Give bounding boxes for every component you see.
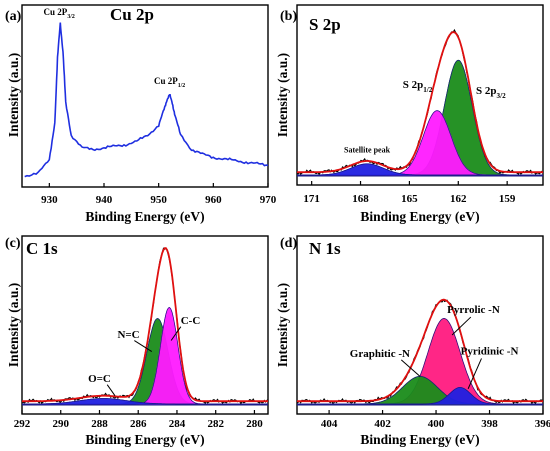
x-tick-label: 286 <box>130 418 147 430</box>
plot-frame <box>296 235 544 415</box>
annotation-arrow <box>467 358 482 390</box>
peak-annotation: C-C <box>181 315 201 327</box>
x-tick-label: 402 <box>374 418 391 430</box>
x-tick-label: 940 <box>96 194 113 206</box>
peak-annotation: S 2p3/2 <box>476 85 506 100</box>
envelope-fit-line <box>297 31 543 174</box>
annotation-arrow <box>134 340 153 352</box>
peak-annotation: S 2p1/2 <box>403 79 433 94</box>
panel-label: (d) <box>280 236 297 251</box>
peak-annotation: Cu 2P3/2 <box>44 7 75 20</box>
peak-annotation: Pyrrolic -N <box>447 304 500 316</box>
y-axis-label: Intensity (a.u.) <box>275 53 290 137</box>
y-axis-label: Intensity (a.u.) <box>6 53 21 137</box>
panel-title: Cu 2p <box>110 5 154 24</box>
panel-title: S 2p <box>309 15 341 34</box>
y-axis-label: Intensity (a.u.) <box>6 283 21 367</box>
x-tick-label: 280 <box>246 418 263 430</box>
x-tick-label: 404 <box>321 418 338 430</box>
cu2p-spectrum-line <box>24 22 269 178</box>
x-tick-label: 171 <box>303 193 320 205</box>
x-tick-label: 396 <box>535 418 550 430</box>
x-tick-label: 970 <box>260 194 277 206</box>
envelope-fit-line <box>297 298 543 403</box>
x-axis-label: Binding Energy (eV) <box>360 432 479 447</box>
x-tick-label: 292 <box>14 418 31 430</box>
annotation-arrow <box>170 326 182 341</box>
panel-label: (a) <box>5 9 22 24</box>
y-axis-label: Intensity (a.u.) <box>275 283 290 367</box>
annotation-arrow <box>451 316 472 336</box>
x-tick-label: 398 <box>481 418 498 430</box>
x-tick-label: 284 <box>169 418 186 430</box>
x-tick-label: 400 <box>428 418 445 430</box>
fit-component-outline-3 <box>297 163 543 176</box>
x-tick-label: 288 <box>91 418 108 430</box>
plot-frame <box>21 235 269 415</box>
fit-component-outline-3 <box>297 387 543 405</box>
panel-title: C 1s <box>26 239 58 258</box>
x-tick-label: 930 <box>41 194 58 206</box>
panel-3: 292 290 288 286 284 282 280 Binding Energy (eV)… <box>5 235 269 447</box>
peak-annotation: O=C <box>88 373 111 385</box>
x-tick-label: 168 <box>352 193 369 205</box>
peak-annotation: Cu 2P1/2 <box>154 76 185 89</box>
x-tick-label: 159 <box>499 193 516 205</box>
envelope-fit-line <box>22 247 268 403</box>
peak-annotation: Pyridinic -N <box>461 345 519 357</box>
x-tick-label: 165 <box>401 193 418 205</box>
annotation-arrow <box>106 384 116 397</box>
fit-component-outline-3 <box>22 398 268 405</box>
peak-annotation: Satellite peak <box>344 146 391 155</box>
x-tick-label: 290 <box>52 418 69 430</box>
x-axis-label: Binding Energy (eV) <box>85 432 204 447</box>
panel-4: 404 402 400 398 396 Binding Energy (eV) Intens… <box>275 235 550 447</box>
plot-frame <box>296 4 544 186</box>
x-axis-label: Binding Energy (eV) <box>360 209 479 224</box>
peak-annotation: Graphitic -N <box>350 348 410 360</box>
peak-annotation: N=C <box>117 329 139 341</box>
annotation-arrow <box>400 359 421 377</box>
plot-frame <box>21 4 269 188</box>
fit-component-2 <box>297 110 543 176</box>
x-tick-label: 282 <box>207 418 224 430</box>
x-tick-label: 950 <box>150 194 167 206</box>
panel-title: N 1s <box>309 239 341 258</box>
panel-1: 930 940 950 960 970 Binding Energy (eV) Intens… <box>5 4 277 224</box>
x-axis-label: Binding Energy (eV) <box>85 209 204 224</box>
x-tick-label: 162 <box>450 193 467 205</box>
panel-2: 171 168 165 162 159 Binding Energy (eV) Intens… <box>275 4 544 224</box>
panel-label: (c) <box>5 236 21 251</box>
x-tick-label: 960 <box>205 194 222 206</box>
panel-label: (b) <box>280 9 297 24</box>
